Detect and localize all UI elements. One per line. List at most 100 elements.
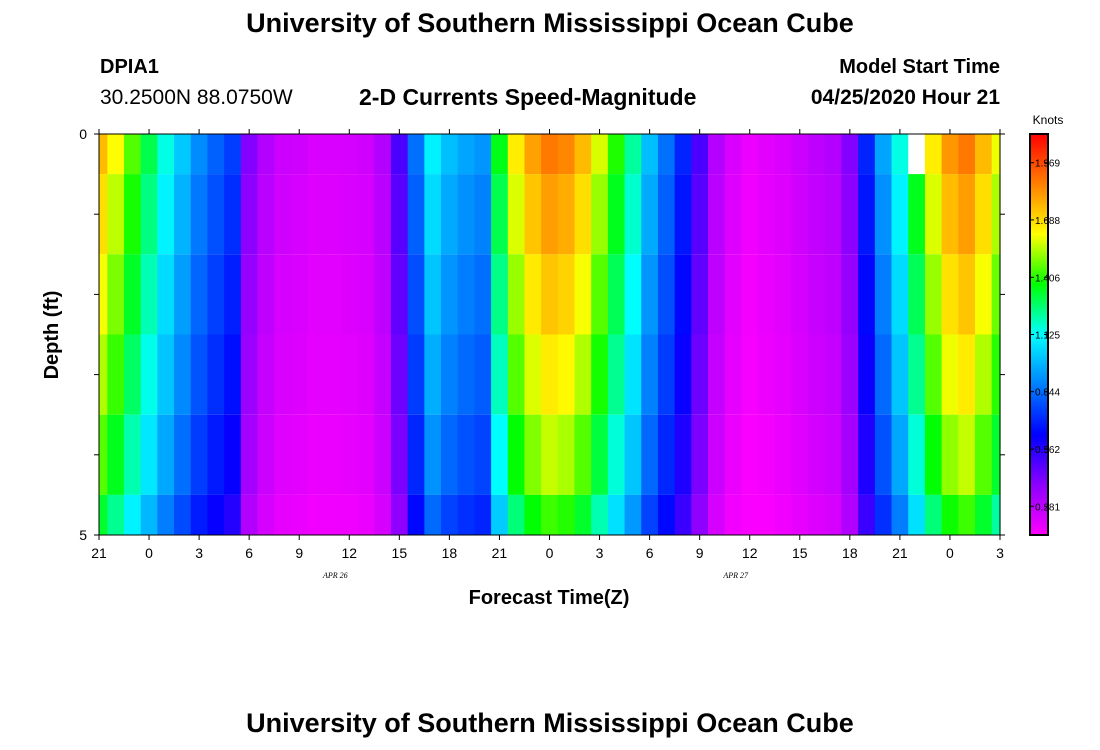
model-start-value: 04/25/2020 Hour 21 bbox=[810, 86, 1000, 109]
heatmap-cell bbox=[657, 334, 676, 415]
heatmap-cell bbox=[858, 134, 876, 175]
heatmap-cell bbox=[474, 254, 492, 335]
heatmap-cell bbox=[224, 334, 242, 415]
heatmap-cell bbox=[207, 134, 225, 175]
heatmap-cell bbox=[274, 494, 292, 535]
heatmap-cell bbox=[190, 334, 209, 415]
heatmap-cell bbox=[641, 414, 659, 495]
x-tick-label: 21 bbox=[492, 545, 508, 561]
heatmap-cell bbox=[424, 334, 442, 415]
heatmap-cell bbox=[99, 334, 108, 415]
heatmap-cell bbox=[491, 134, 509, 175]
heatmap-cell bbox=[841, 134, 859, 175]
heatmap-cell bbox=[924, 334, 943, 415]
heatmap-cell bbox=[724, 494, 742, 535]
heatmap-cell bbox=[557, 334, 576, 415]
heatmap-cell bbox=[441, 494, 459, 535]
heatmap-cell bbox=[390, 134, 409, 175]
model-start-label: Model Start Time bbox=[839, 56, 1000, 78]
heatmap-cell bbox=[441, 334, 459, 415]
heatmap-cell bbox=[390, 174, 409, 255]
heatmap-cell bbox=[708, 414, 726, 495]
heatmap-cell bbox=[224, 134, 242, 175]
heatmap-cell bbox=[791, 174, 809, 255]
heatmap-cell bbox=[891, 334, 909, 415]
heatmap-cell bbox=[524, 414, 542, 495]
heatmap-cell bbox=[407, 494, 425, 535]
heatmap-cell bbox=[424, 494, 442, 535]
heatmap-cell bbox=[574, 414, 592, 495]
heatmap-cell bbox=[958, 254, 976, 335]
heatmap-cell bbox=[841, 254, 859, 335]
heatmap-cell bbox=[941, 174, 959, 255]
heatmap-cell bbox=[557, 494, 576, 535]
heatmap-cell bbox=[541, 414, 559, 495]
heatmap-cell bbox=[808, 414, 826, 495]
heatmap-cell bbox=[574, 494, 592, 535]
heatmap-cell bbox=[724, 334, 742, 415]
heatmap-cell bbox=[541, 494, 559, 535]
heatmap-cell bbox=[407, 134, 425, 175]
heatmap-cell bbox=[724, 254, 742, 335]
plot-title: 2-D Currents Speed-Magnitude bbox=[359, 84, 697, 110]
heatmap-cell bbox=[808, 334, 826, 415]
heatmap-cell bbox=[724, 134, 742, 175]
colorbar-tick-label: 1.125 bbox=[1035, 331, 1060, 342]
heatmap-cell bbox=[107, 494, 125, 535]
heatmap-cell bbox=[691, 494, 709, 535]
heatmap-cell bbox=[541, 174, 559, 255]
x-tick-label: 15 bbox=[792, 545, 808, 561]
heatmap-cell bbox=[140, 134, 158, 175]
x-tick-label: 12 bbox=[742, 545, 758, 561]
x-tick-label: 0 bbox=[145, 545, 153, 561]
heatmap-cell bbox=[858, 414, 876, 495]
heatmap-cell bbox=[974, 174, 993, 255]
heatmap-cell bbox=[774, 254, 793, 335]
heatmap-cell bbox=[507, 134, 526, 175]
heatmap-cell bbox=[240, 134, 259, 175]
heatmap-cell bbox=[758, 174, 776, 255]
heatmap-cell bbox=[174, 174, 192, 255]
heatmap-cell bbox=[691, 174, 709, 255]
heatmap-cell bbox=[791, 414, 809, 495]
heatmap-cell bbox=[657, 134, 676, 175]
heatmap-cell bbox=[708, 134, 726, 175]
heatmap-cell bbox=[924, 494, 943, 535]
heatmap-cell bbox=[374, 134, 392, 175]
date-label: APR 27 bbox=[722, 571, 749, 580]
heatmap-cell bbox=[290, 494, 309, 535]
colorbar-tick-label: 1.969 bbox=[1035, 159, 1060, 170]
heatmap-cell bbox=[724, 174, 742, 255]
heatmap-cell bbox=[474, 134, 492, 175]
y-axis: 05 bbox=[79, 126, 1005, 543]
heatmap-cell bbox=[207, 414, 225, 495]
heatmap-cell bbox=[858, 334, 876, 415]
heatmap-cell bbox=[457, 334, 476, 415]
heatmap-cell bbox=[941, 134, 959, 175]
x-tick-label: 0 bbox=[946, 545, 954, 561]
heatmap-cell bbox=[524, 174, 542, 255]
heatmap-cell bbox=[99, 414, 108, 495]
y-tick-label: 5 bbox=[79, 527, 87, 543]
heatmap-cell bbox=[240, 174, 259, 255]
heatmap-cell bbox=[808, 174, 826, 255]
heatmap-cell bbox=[974, 254, 993, 335]
x-tick-label: 15 bbox=[392, 545, 408, 561]
heatmap-cell bbox=[591, 254, 609, 335]
heatmap-cell bbox=[340, 174, 359, 255]
heatmap-cell bbox=[874, 174, 893, 255]
heatmap-cell bbox=[190, 414, 209, 495]
heatmap-cell bbox=[657, 414, 676, 495]
heatmap-cell bbox=[441, 174, 459, 255]
heatmap-cell bbox=[224, 254, 242, 335]
heatmap-cell bbox=[107, 254, 125, 335]
heatmap-cell bbox=[374, 494, 392, 535]
heatmap-cell bbox=[758, 134, 776, 175]
heatmap-cell bbox=[758, 254, 776, 335]
heatmap-cell bbox=[474, 334, 492, 415]
heatmap-cell bbox=[424, 254, 442, 335]
heatmap-cell bbox=[157, 174, 175, 255]
date-label: APR 26 bbox=[322, 571, 348, 580]
heatmap-cell bbox=[390, 494, 409, 535]
x-tick-label: 3 bbox=[996, 545, 1004, 561]
